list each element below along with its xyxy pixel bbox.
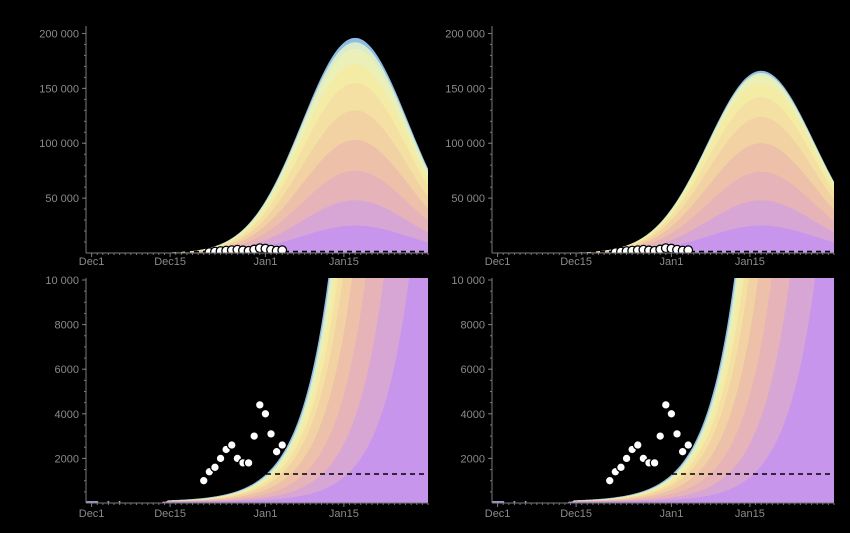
panel-bottom-right: 2000 4000 6000 8000 10 000 Dec1 Dec15 Jan1 Jan15 — [451, 275, 835, 520]
y-tick-label: 10 000 — [451, 275, 485, 287]
y-tick-label: 200 000 — [39, 28, 79, 40]
x-tick-label: Dec1 — [485, 256, 511, 268]
data-point-open — [260, 408, 271, 419]
y-tick-label: 4000 — [461, 409, 485, 421]
x-tick-label: Jan1 — [659, 256, 683, 268]
data-point-open — [226, 440, 237, 450]
y-tick-label: 2000 — [461, 453, 485, 465]
data-point-open — [604, 475, 615, 486]
y-tick-label: 10 000 — [45, 275, 79, 287]
data-point-open — [266, 428, 276, 439]
data-point-open — [243, 457, 254, 468]
y-tick-label: 4000 — [55, 409, 79, 421]
band-area-0 — [86, 225, 428, 253]
y-tick-label: 6000 — [55, 364, 79, 376]
x-tick-label: Jan1 — [253, 256, 277, 268]
data-point-open — [666, 408, 677, 419]
plot-area — [86, 278, 428, 503]
data-point-filled — [215, 471, 226, 482]
y-tick-label: 150 000 — [39, 83, 79, 95]
x-tick-label: Jan15 — [329, 256, 359, 268]
panels: 50 000 100 000 150 000 200 000 Dec1 Dec15 Jan1… — [39, 26, 835, 520]
x-tick-label: Dec15 — [560, 256, 592, 268]
data-point-open — [616, 462, 626, 473]
x-tick-label: Dec15 — [154, 508, 186, 520]
x-tick-label: Dec15 — [560, 508, 592, 520]
data-point-open — [632, 440, 643, 450]
data-point-open — [198, 475, 209, 486]
band-area-1 — [86, 278, 428, 503]
plot-area — [492, 278, 834, 503]
x-tick-label: Jan1 — [659, 508, 683, 520]
data-point-open — [277, 245, 288, 253]
data-point-open — [649, 457, 660, 468]
data-point-open — [210, 462, 220, 473]
plot-area — [86, 37, 428, 253]
y-tick-label: 2000 — [55, 453, 79, 465]
data-point-filled — [120, 497, 131, 503]
band-area-1 — [492, 278, 834, 503]
y-tick-label: 8000 — [55, 320, 79, 332]
data-point-open — [677, 446, 688, 457]
data-point-filled — [526, 497, 537, 503]
data-point-filled — [503, 498, 514, 503]
data-point-open — [655, 431, 666, 442]
data-point-open — [660, 399, 671, 410]
data-point-open — [271, 446, 282, 457]
band-area-0 — [492, 278, 834, 503]
x-tick-label: Jan15 — [735, 256, 765, 268]
x-tick-label: Dec1 — [485, 508, 511, 520]
y-tick-label: 50 000 — [451, 193, 485, 205]
y-tick-label: 100 000 — [445, 138, 485, 150]
x-tick-label: Jan15 — [329, 508, 359, 520]
y-tick-label: 8000 — [461, 320, 485, 332]
y-tick-label: 100 000 — [39, 138, 79, 150]
data-point-open — [683, 440, 694, 450]
panel-bottom-left: 2000 4000 6000 8000 10 000 Dec1 Dec15 Jan1 Jan15 — [45, 275, 429, 520]
y-tick-label: 200 000 — [445, 28, 485, 40]
x-tick-label: Dec15 — [154, 256, 186, 268]
x-tick-label: Jan1 — [253, 508, 277, 520]
data-point-open — [672, 428, 682, 439]
data-point-open — [254, 399, 265, 410]
y-tick-label: 6000 — [461, 364, 485, 376]
data-point-open — [683, 245, 694, 253]
x-tick-label: Dec1 — [79, 508, 105, 520]
x-tick-label: Jan15 — [735, 508, 765, 520]
data-point-open — [215, 453, 226, 464]
plot-area — [492, 70, 834, 253]
band-area-0 — [492, 225, 834, 253]
data-point-filled — [97, 498, 108, 503]
data-point-open — [621, 453, 632, 464]
x-tick-label: Dec1 — [79, 256, 105, 268]
panel-top-left: 50 000 100 000 150 000 200 000 Dec1 Dec15 Jan1… — [39, 26, 429, 268]
data-point-filled — [621, 471, 632, 482]
y-tick-label: 150 000 — [445, 83, 485, 95]
data-point-open — [249, 431, 260, 442]
y-tick-label: 50 000 — [45, 193, 79, 205]
panel-top-right: 50 000 100 000 150 000 200 000 Dec1 Dec15 Jan1… — [445, 26, 835, 268]
band-area-0 — [86, 278, 428, 503]
data-point-open — [277, 440, 288, 450]
